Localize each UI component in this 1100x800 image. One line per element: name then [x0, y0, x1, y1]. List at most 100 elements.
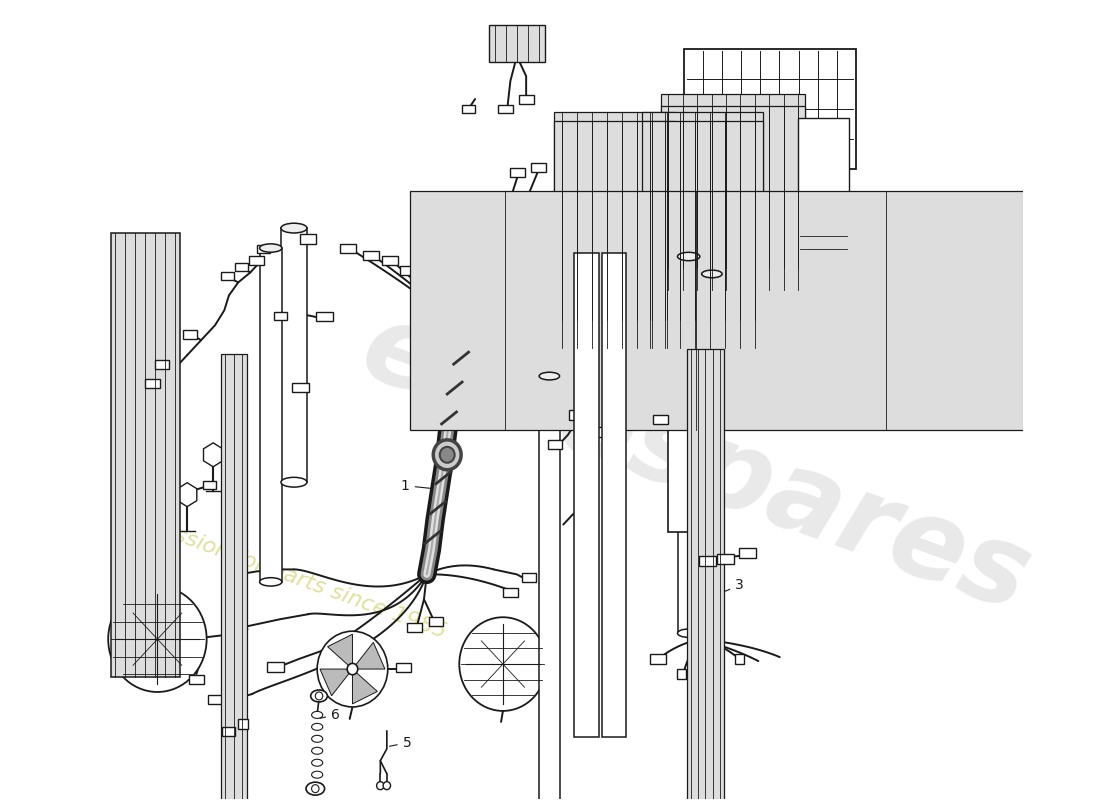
Bar	[735, 654, 745, 664]
Bar	[686, 349, 724, 800]
Bar	[267, 662, 284, 672]
Text: 1: 1	[400, 478, 441, 493]
Ellipse shape	[311, 771, 322, 778]
Ellipse shape	[306, 782, 324, 795]
Bar	[578, 455, 592, 464]
Bar	[419, 266, 435, 275]
Polygon shape	[177, 482, 197, 506]
Bar	[668, 198, 719, 532]
Circle shape	[433, 440, 461, 470]
Ellipse shape	[311, 747, 322, 754]
Bar	[145, 378, 161, 387]
Bar	[531, 163, 546, 172]
Ellipse shape	[678, 252, 700, 261]
Bar	[410, 190, 1100, 430]
Polygon shape	[352, 642, 385, 669]
Bar	[260, 248, 282, 582]
Bar	[490, 25, 544, 62]
Bar	[503, 588, 518, 597]
Ellipse shape	[311, 711, 322, 718]
Ellipse shape	[311, 735, 322, 742]
Circle shape	[316, 692, 322, 700]
Bar	[574, 253, 598, 737]
Bar	[717, 554, 734, 565]
Bar	[642, 121, 763, 348]
Ellipse shape	[280, 223, 307, 233]
Bar	[221, 273, 233, 281]
Text: 4: 4	[536, 26, 544, 39]
Bar	[650, 654, 667, 664]
Bar	[155, 360, 169, 369]
Bar	[407, 622, 422, 632]
Bar	[293, 382, 309, 391]
Bar	[400, 266, 416, 275]
Bar	[316, 312, 333, 321]
Ellipse shape	[260, 244, 282, 252]
Ellipse shape	[280, 478, 307, 487]
Bar	[678, 257, 700, 633]
Bar	[519, 94, 534, 103]
Bar	[569, 410, 585, 420]
Bar	[539, 376, 560, 800]
Bar	[189, 674, 204, 683]
Bar	[382, 256, 397, 265]
Bar	[221, 727, 234, 736]
Bar	[661, 106, 805, 290]
Bar	[299, 234, 316, 243]
Ellipse shape	[311, 723, 322, 730]
Bar	[587, 427, 604, 437]
Ellipse shape	[702, 702, 722, 710]
Polygon shape	[204, 443, 223, 466]
Bar	[653, 415, 669, 425]
Bar	[498, 105, 513, 114]
Ellipse shape	[310, 690, 328, 702]
Text: eurospares: eurospares	[348, 294, 1045, 634]
Bar	[221, 354, 246, 800]
Bar	[202, 481, 216, 489]
Bar	[548, 440, 562, 450]
Bar	[438, 261, 453, 270]
Bar	[229, 442, 242, 450]
Circle shape	[460, 618, 547, 711]
Ellipse shape	[702, 270, 722, 278]
Bar	[234, 263, 248, 271]
Bar	[554, 121, 674, 348]
Bar	[239, 719, 248, 729]
Bar	[554, 111, 674, 320]
Bar	[183, 330, 197, 338]
Ellipse shape	[539, 372, 560, 380]
Circle shape	[108, 586, 207, 692]
Bar	[603, 253, 627, 737]
Bar	[798, 118, 849, 353]
Bar	[510, 168, 525, 178]
Bar	[340, 244, 355, 253]
Bar	[702, 274, 722, 706]
Polygon shape	[320, 669, 352, 696]
Bar	[280, 228, 307, 482]
Bar	[684, 50, 856, 169]
Text: 2: 2	[145, 374, 179, 388]
Bar	[256, 245, 270, 253]
Bar	[250, 256, 264, 265]
Bar	[521, 573, 537, 582]
Circle shape	[440, 447, 454, 462]
Ellipse shape	[311, 759, 322, 766]
Bar	[429, 617, 443, 626]
Text: 3: 3	[708, 578, 744, 598]
Polygon shape	[352, 669, 377, 704]
Bar	[363, 251, 378, 260]
Circle shape	[317, 631, 388, 707]
Bar	[712, 670, 722, 680]
Ellipse shape	[678, 629, 700, 638]
Bar	[208, 695, 222, 705]
Bar	[224, 628, 239, 637]
Bar	[661, 94, 805, 268]
Bar	[642, 111, 763, 320]
Ellipse shape	[260, 578, 282, 586]
Circle shape	[376, 782, 384, 790]
Bar	[739, 549, 756, 558]
Bar	[274, 312, 286, 320]
Polygon shape	[328, 634, 352, 669]
Bar	[110, 233, 180, 677]
Bar	[396, 662, 411, 671]
